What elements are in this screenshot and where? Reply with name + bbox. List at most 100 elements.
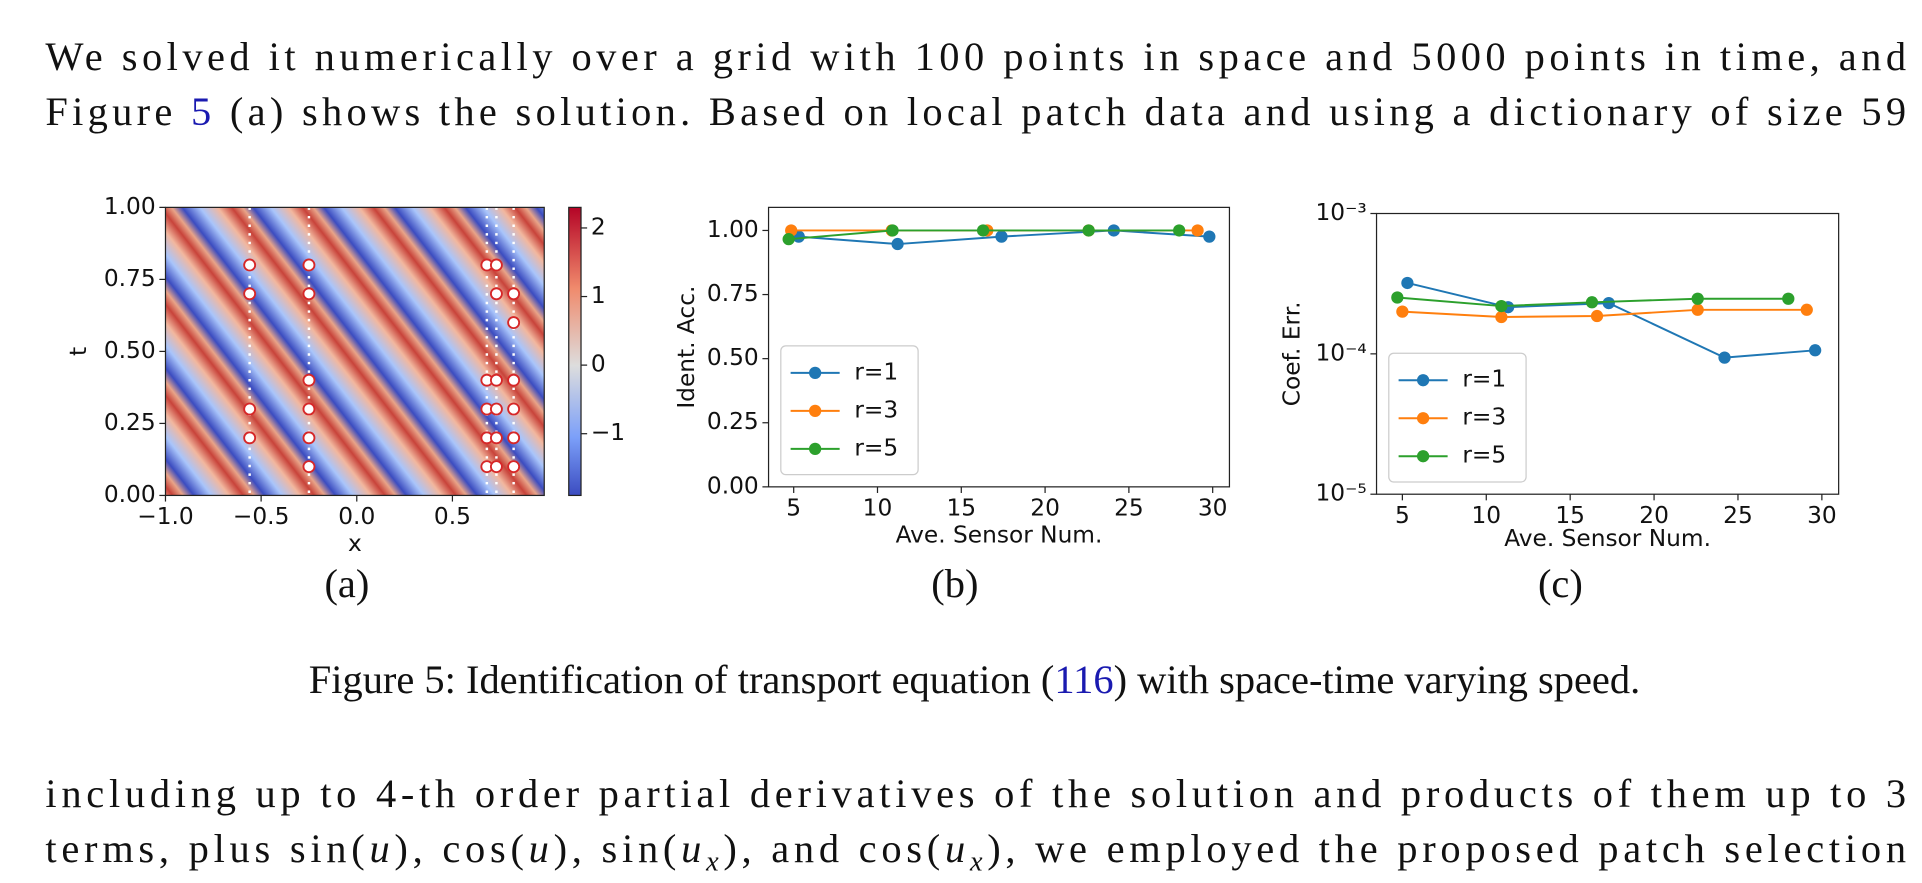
sensor-point [489,431,503,445]
sensor-point [302,287,316,301]
series-point [1495,299,1508,313]
series-point [1585,296,1599,309]
colorbar-tick-label: 2 [591,213,606,240]
y-axis-label: Ident. Acc. [673,286,700,409]
sensor-point [507,460,521,474]
series-point [1401,276,1414,290]
text-span: u [529,826,549,871]
legend-marker [1416,412,1430,425]
x-tick-label: 25 [1114,494,1144,521]
text: Figure 5: Identification of transport eq… [309,657,1055,702]
sensor-point [507,316,521,330]
series-point [1082,224,1095,237]
sensor-point [302,460,316,474]
x-tick-label: 0.0 [338,503,375,530]
text-span: u [681,826,701,871]
y-tick-label: 1.00 [104,193,156,220]
sensor-point [243,402,257,416]
y-tick-label: 0.00 [104,481,156,508]
y-tick-label: 0.75 [104,265,156,292]
legend-label: r=5 [854,434,898,461]
text-span: ), we employed the proposed patch select… [987,826,1906,871]
series-point [1391,291,1404,304]
series-point [1203,230,1216,243]
x-tick-label: 20 [1030,494,1060,521]
y-axis-label: t [65,347,92,356]
sensor-point [507,287,521,301]
series-point [891,237,904,251]
series-point [1590,309,1604,323]
legend-marker [809,404,822,417]
text-span: ), sin( [554,826,677,871]
caption: Figure 5: Identification of transport eq… [309,657,1640,702]
panel-label: (c) [1538,561,1583,606]
text-span: u [945,826,965,871]
y-tick-label: 0.50 [707,344,759,371]
y-tick-label: 1.00 [707,216,759,243]
sensor-point [489,373,503,387]
text-span: ), and cos( [723,826,940,871]
series-point [1718,351,1731,364]
sensor-point [302,431,316,445]
sensor-point [489,460,503,474]
x-tick-label: 10 [863,494,893,521]
series-point [782,233,795,246]
sensor-point [302,402,316,416]
y-tick-label: 10⁻⁴ [1316,339,1367,366]
text: Figure [45,89,172,134]
chart-panel: r=1 r=3 r=5 5 10 15 20 25 30 0.00 0.25 0.50 0.75 1.00… [673,206,1231,606]
y-tick-label: 0.25 [104,409,156,436]
text-span: ), cos( [394,826,523,871]
colorbar-tick-label: −1 [591,419,625,446]
x-tick-label: 30 [1198,494,1228,521]
colorbar-tick-label: 0 [591,351,606,378]
sensor-point [507,431,521,445]
legend-label: r=3 [854,396,898,423]
colorbar-tick-label: 1 [591,282,606,309]
x-tick-label: 20 [1639,502,1669,529]
sensor-point [489,287,503,301]
chart-panel: −1 0 1 2 −1.0 −0.5 0.0 0.5 0.00 0.25 0.50 0.75 1.00 x… [65,193,625,606]
legend-marker [809,442,822,455]
legend-label: r=3 [1462,404,1506,431]
legend-marker [809,366,822,379]
series-line [1407,282,1816,359]
x-tick-label: 10 [1471,502,1501,529]
legend-label: r=1 [1462,366,1506,393]
series-point [1602,296,1615,310]
colorbar [568,206,582,497]
y-tick-label: 10⁻⁵ [1316,480,1367,507]
x-tick-label: 15 [946,494,976,521]
legend-marker [1416,450,1430,463]
x-tick-label: 5 [1395,502,1410,529]
x-tick-label: 15 [1555,502,1585,529]
series-point [1782,292,1795,305]
plot-frame [767,206,1231,488]
x-tick-label: −0.5 [233,503,290,530]
x-axis-label: Ave. Sensor Num. [896,521,1103,548]
sensor-point [489,402,503,416]
text-span: u [369,826,389,871]
series-point [1691,292,1704,305]
series-point [1191,224,1204,237]
paragraph-line: We solved it numerically over a grid wit… [45,34,1906,79]
y-tick-label: 0.50 [104,337,156,364]
x-axis-label: x [348,530,362,557]
series-point [976,224,990,237]
sensor-point [243,287,257,301]
panel-label: (b) [931,561,978,606]
y-tick-label: 0.75 [707,280,759,307]
paragraph-line: including up to 4-th order partial deriv… [45,771,1906,816]
sensor-point [302,373,316,387]
series-line [1402,308,1807,319]
equation-ref[interactable]: 116 [1054,657,1113,702]
sensor-point [489,258,503,272]
sensor-point [507,373,521,387]
x-tick-label: −1.0 [137,503,193,530]
text: ) with space-time varying speed. [1114,657,1641,702]
x-tick-label: 5 [786,494,801,521]
figure-ref[interactable]: 5 [191,89,211,134]
legend-label: r=5 [1462,442,1506,469]
